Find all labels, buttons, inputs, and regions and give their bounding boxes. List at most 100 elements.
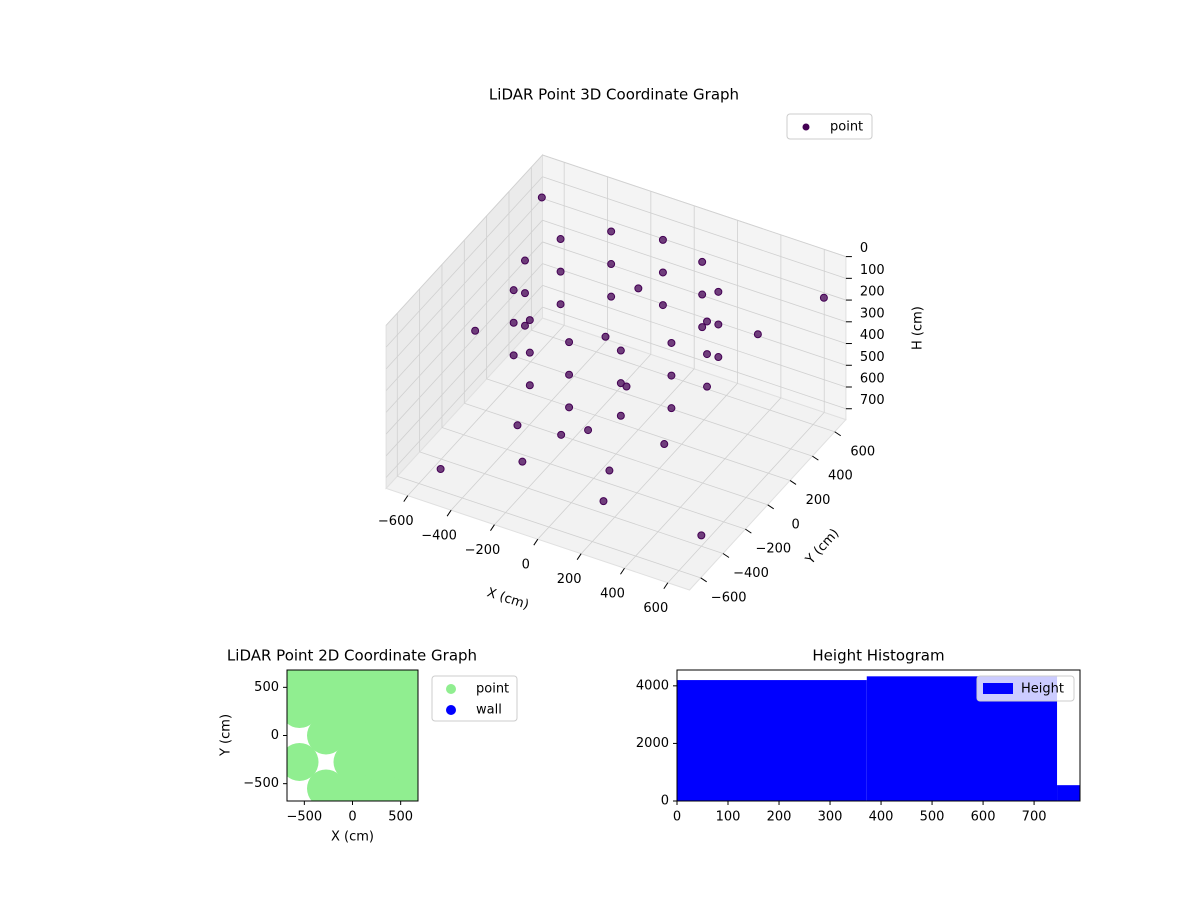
grid-line xyxy=(542,198,847,301)
bar xyxy=(1057,785,1080,801)
grid-line xyxy=(385,154,543,326)
x-tick-label: 700 xyxy=(1022,810,1047,825)
tick-mark xyxy=(490,524,495,531)
chart-title: LiDAR Point 2D Coordinate Graph xyxy=(227,647,477,665)
data-point xyxy=(616,346,625,355)
x-axis-label: X (cm) xyxy=(331,830,374,845)
x-tick-label: 100 xyxy=(716,810,741,825)
y-tick-label: 0 xyxy=(661,794,669,809)
data-point xyxy=(520,289,529,298)
data-point xyxy=(359,716,398,755)
data-point xyxy=(307,716,346,755)
y-tick-label: −200 xyxy=(755,542,791,557)
grid-line xyxy=(508,354,813,457)
z-tick-label: 0 xyxy=(860,241,868,256)
data-point xyxy=(667,371,676,380)
grid-line xyxy=(385,198,543,370)
data-point xyxy=(307,690,346,729)
data-point xyxy=(513,421,522,430)
data-point xyxy=(471,326,480,335)
z-tick-label: 500 xyxy=(860,350,885,365)
grid-line xyxy=(419,451,724,554)
data-point xyxy=(287,742,319,781)
grid-line xyxy=(542,154,847,257)
data-point xyxy=(556,235,565,244)
tick-mark xyxy=(834,431,842,437)
legend-marker xyxy=(802,123,810,131)
y-tick-label: 200 xyxy=(806,493,831,508)
plot-area xyxy=(287,670,418,801)
y-tick-label: 4000 xyxy=(636,678,669,693)
x-tick-label: 400 xyxy=(600,587,625,602)
data-point xyxy=(714,287,723,296)
data-point xyxy=(386,670,418,702)
x-tick-label: 400 xyxy=(869,810,894,825)
data-point xyxy=(509,286,518,295)
data-point xyxy=(565,403,574,412)
data-point xyxy=(703,350,712,359)
tick-mark xyxy=(700,577,707,583)
data-point xyxy=(703,317,712,326)
data-point xyxy=(525,381,534,390)
tick-mark xyxy=(812,455,819,461)
y-tick-label: −600 xyxy=(711,590,747,605)
y-tick-label: 0 xyxy=(792,517,800,532)
grid-line xyxy=(464,402,768,506)
legend-label: Height xyxy=(1021,682,1064,697)
x-tick-label: 600 xyxy=(971,810,996,825)
data-point xyxy=(658,268,667,277)
data-point xyxy=(667,338,676,347)
data-point xyxy=(607,292,616,301)
grid-line xyxy=(441,427,746,530)
grid-line xyxy=(385,285,543,457)
y-axis-label: Y (cm) xyxy=(219,714,234,757)
grid-line xyxy=(385,241,543,413)
data-point xyxy=(525,316,534,325)
z-tick-label: 600 xyxy=(860,372,885,387)
legend-marker xyxy=(446,684,456,694)
grid-line xyxy=(542,241,847,344)
x-tick-label: −500 xyxy=(286,810,322,825)
tick-mark xyxy=(722,553,730,558)
data-point xyxy=(658,235,667,244)
x-tick-label: 500 xyxy=(388,810,413,825)
y-tick-label: 0 xyxy=(271,728,279,743)
legend-label: point xyxy=(476,682,509,697)
chart-title: Height Histogram xyxy=(812,647,944,665)
data-point xyxy=(525,348,534,357)
data-point xyxy=(658,301,667,310)
tick-mark xyxy=(446,509,452,517)
data-point xyxy=(698,257,707,266)
tick-mark xyxy=(403,495,409,502)
y-tick-label: 2000 xyxy=(636,736,669,751)
x-tick-label: 0 xyxy=(348,810,356,825)
z-tick-label: 200 xyxy=(860,285,885,300)
legend-marker xyxy=(446,705,456,715)
legend-box xyxy=(431,675,518,722)
data-point xyxy=(753,330,762,339)
grid-line xyxy=(542,219,847,323)
grid-line xyxy=(542,306,847,410)
data-point xyxy=(509,351,518,360)
y-tick-label: 600 xyxy=(850,444,875,459)
data-point xyxy=(607,260,616,269)
data-point xyxy=(599,497,608,506)
data-point xyxy=(556,267,565,276)
grid-line xyxy=(397,475,701,579)
data-point xyxy=(509,318,518,327)
data-point xyxy=(520,256,529,265)
z-tick-label: 300 xyxy=(860,306,885,321)
data-point xyxy=(660,440,669,449)
grid-line xyxy=(531,329,835,433)
x-tick-label: 0 xyxy=(673,810,681,825)
z-tick-label: 700 xyxy=(860,393,885,408)
x-tick-label: −600 xyxy=(378,514,414,529)
data-point xyxy=(616,411,625,420)
grid-line xyxy=(542,263,847,366)
data-point xyxy=(698,323,707,332)
data-point xyxy=(697,531,706,540)
chart-title: LiDAR Point 3D Coordinate Graph xyxy=(489,86,739,104)
x-tick-label: −200 xyxy=(465,543,501,558)
z-tick-label: 100 xyxy=(860,263,885,278)
data-point xyxy=(607,227,616,236)
